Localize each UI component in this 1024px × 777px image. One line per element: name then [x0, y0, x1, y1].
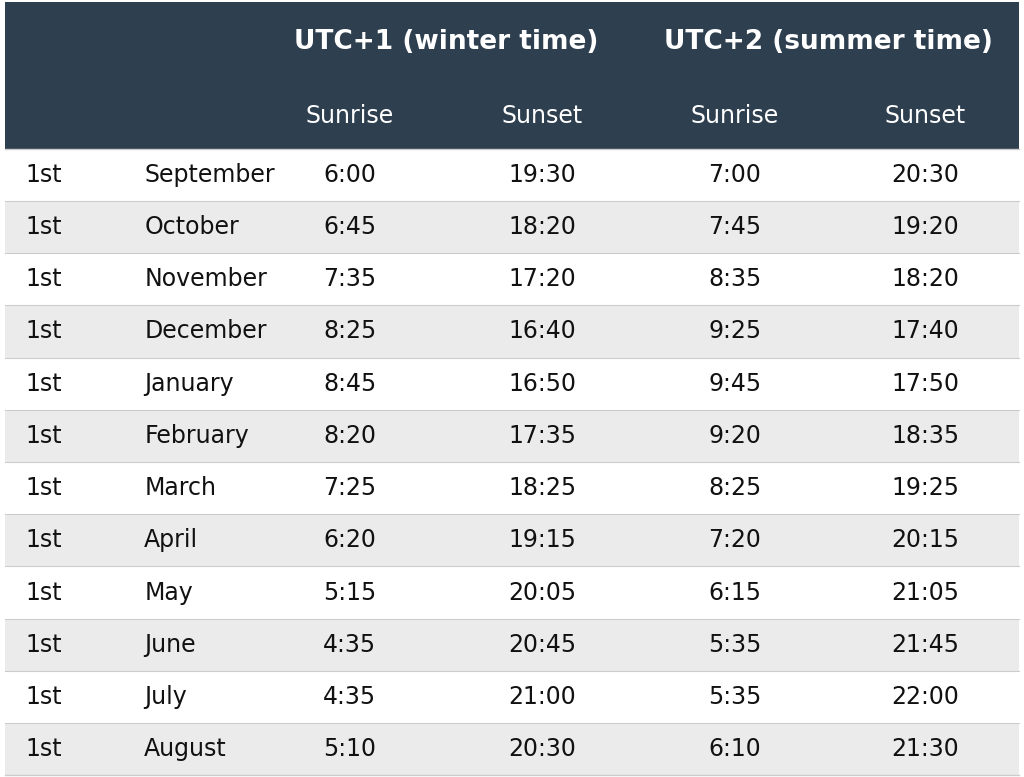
- Text: 21:05: 21:05: [891, 580, 959, 605]
- Text: October: October: [144, 215, 239, 239]
- Text: 6:45: 6:45: [324, 215, 377, 239]
- Text: 8:45: 8:45: [324, 371, 377, 395]
- Text: Sunset: Sunset: [885, 103, 966, 127]
- Text: 22:00: 22:00: [891, 685, 959, 709]
- Text: 18:25: 18:25: [508, 476, 577, 500]
- Text: 4:35: 4:35: [324, 632, 377, 657]
- Text: 21:00: 21:00: [509, 685, 577, 709]
- Text: 8:20: 8:20: [324, 424, 376, 448]
- Text: 20:45: 20:45: [508, 632, 577, 657]
- Text: 5:35: 5:35: [709, 685, 762, 709]
- Bar: [5, 409, 1019, 462]
- Text: 9:25: 9:25: [709, 319, 762, 343]
- Bar: [5, 357, 1019, 409]
- Text: 7:20: 7:20: [709, 528, 762, 552]
- Bar: [5, 200, 1019, 253]
- Text: 1st: 1st: [26, 319, 61, 343]
- Text: 1st: 1st: [26, 371, 61, 395]
- Bar: [5, 462, 1019, 514]
- Text: 1st: 1st: [26, 580, 61, 605]
- Text: 20:15: 20:15: [891, 528, 959, 552]
- Text: Sunrise: Sunrise: [306, 103, 394, 127]
- Text: May: May: [144, 580, 193, 605]
- Text: 9:45: 9:45: [709, 371, 762, 395]
- Text: 19:15: 19:15: [509, 528, 577, 552]
- Text: 6:15: 6:15: [709, 580, 762, 605]
- Text: 18:20: 18:20: [509, 215, 577, 239]
- Text: February: February: [144, 424, 249, 448]
- Bar: [5, 618, 1019, 671]
- Text: 1st: 1st: [26, 528, 61, 552]
- Text: 1st: 1st: [26, 685, 61, 709]
- Bar: [5, 83, 1019, 148]
- Bar: [5, 148, 1019, 200]
- Text: 5:10: 5:10: [324, 737, 376, 761]
- Bar: [5, 2, 1019, 83]
- Text: 7:25: 7:25: [324, 476, 377, 500]
- Text: 6:00: 6:00: [324, 162, 376, 186]
- Text: 19:20: 19:20: [891, 215, 959, 239]
- Text: 8:25: 8:25: [709, 476, 762, 500]
- Text: 17:50: 17:50: [891, 371, 959, 395]
- Text: 21:30: 21:30: [891, 737, 959, 761]
- Text: 20:30: 20:30: [891, 162, 959, 186]
- Bar: [5, 566, 1019, 618]
- Text: 8:35: 8:35: [709, 267, 762, 291]
- Text: 18:20: 18:20: [891, 267, 959, 291]
- Text: 5:35: 5:35: [709, 632, 762, 657]
- Text: 9:20: 9:20: [709, 424, 762, 448]
- Text: 20:30: 20:30: [509, 737, 577, 761]
- Text: 6:20: 6:20: [324, 528, 376, 552]
- Text: 1st: 1st: [26, 632, 61, 657]
- Text: 6:10: 6:10: [709, 737, 762, 761]
- Bar: [5, 723, 1019, 775]
- Text: March: March: [144, 476, 216, 500]
- Text: 16:40: 16:40: [509, 319, 577, 343]
- Text: 7:00: 7:00: [709, 162, 762, 186]
- Text: 4:35: 4:35: [324, 685, 377, 709]
- Text: 7:45: 7:45: [709, 215, 762, 239]
- Text: Sunset: Sunset: [502, 103, 583, 127]
- Text: UTC+1 (winter time): UTC+1 (winter time): [294, 30, 598, 55]
- Bar: [5, 305, 1019, 357]
- Text: 20:05: 20:05: [508, 580, 577, 605]
- Text: 16:50: 16:50: [508, 371, 577, 395]
- Text: 17:20: 17:20: [509, 267, 577, 291]
- Text: July: July: [144, 685, 187, 709]
- Text: 1st: 1st: [26, 267, 61, 291]
- Text: 1st: 1st: [26, 162, 61, 186]
- Bar: [5, 671, 1019, 723]
- Text: UTC+2 (summer time): UTC+2 (summer time): [665, 30, 993, 55]
- Text: 1st: 1st: [26, 737, 61, 761]
- Text: 19:25: 19:25: [891, 476, 959, 500]
- Text: September: September: [144, 162, 274, 186]
- Text: August: August: [144, 737, 227, 761]
- Text: 18:35: 18:35: [891, 424, 959, 448]
- Text: 1st: 1st: [26, 476, 61, 500]
- Text: 17:35: 17:35: [508, 424, 577, 448]
- Bar: [5, 514, 1019, 566]
- Text: 19:30: 19:30: [509, 162, 577, 186]
- Text: June: June: [144, 632, 196, 657]
- Text: 1st: 1st: [26, 424, 61, 448]
- Text: 7:35: 7:35: [324, 267, 377, 291]
- Text: January: January: [144, 371, 233, 395]
- Text: Sunrise: Sunrise: [691, 103, 779, 127]
- Text: 8:25: 8:25: [324, 319, 377, 343]
- Text: 5:15: 5:15: [324, 580, 377, 605]
- Text: November: November: [144, 267, 267, 291]
- Bar: [5, 253, 1019, 305]
- Text: December: December: [144, 319, 266, 343]
- Text: 21:45: 21:45: [891, 632, 959, 657]
- Text: 17:40: 17:40: [891, 319, 959, 343]
- Text: 1st: 1st: [26, 215, 61, 239]
- Text: April: April: [144, 528, 199, 552]
